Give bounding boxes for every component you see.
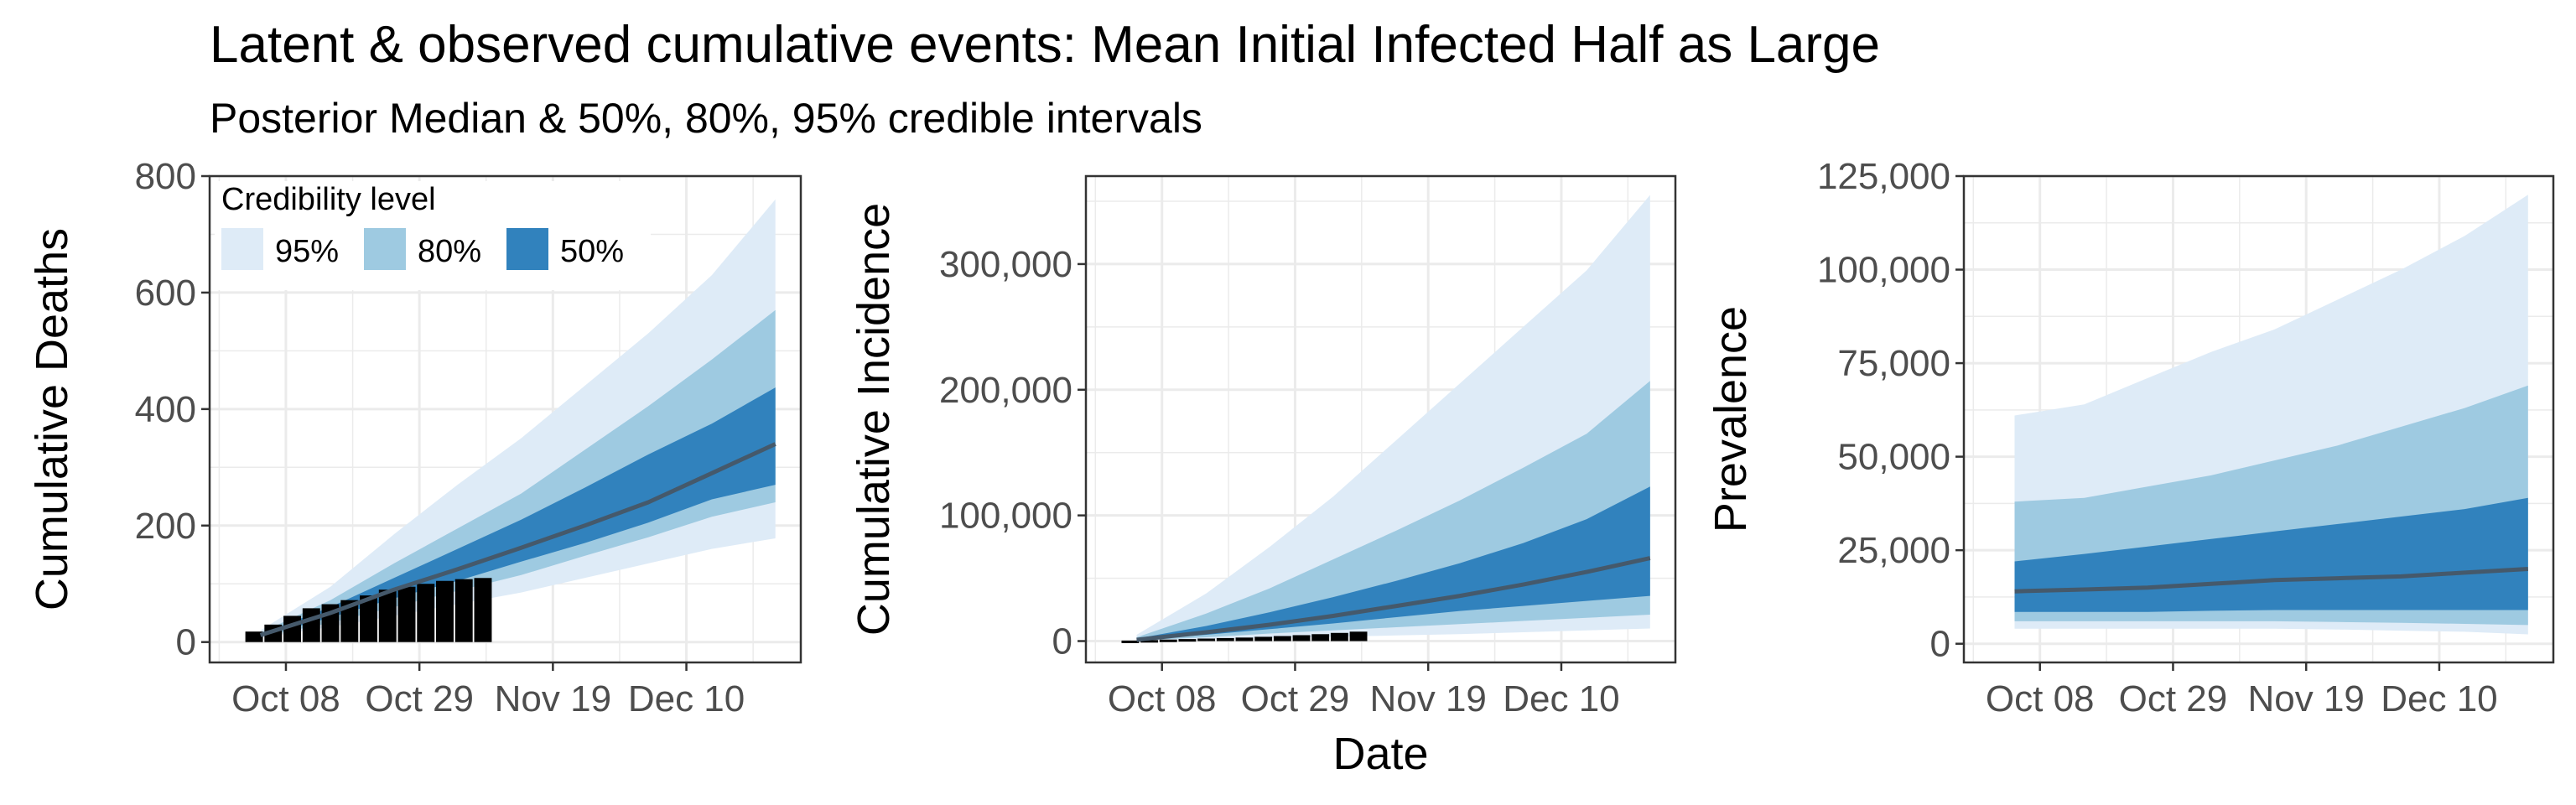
x-tick-label: Nov 19 [495, 678, 611, 719]
chart-subtitle: Posterior Median & 50%, 80%, 95% credibl… [210, 95, 1202, 142]
y-tick-label: 0 [1930, 624, 1950, 665]
legend-label: 50% [560, 234, 624, 269]
chart-title: Latent & observed cumulative events: Mea… [210, 16, 1881, 74]
legend-label: 95% [275, 234, 339, 269]
x-tick-label: Dec 10 [1503, 678, 1619, 719]
y-tick-label: 200,000 [939, 370, 1072, 411]
observed-bar [1349, 631, 1368, 641]
x-tick-label: Oct 08 [231, 678, 340, 719]
y-tick-label: 300,000 [939, 244, 1072, 285]
x-tick-label: Oct 29 [2119, 678, 2228, 719]
panel-1-border [208, 174, 802, 664]
observed-bar [1159, 639, 1177, 642]
x-tick-label: Oct 08 [1986, 678, 2095, 719]
legend-swatch-80 [364, 228, 406, 270]
y-tick-label: 600 [135, 273, 196, 314]
y-tick-label: 200 [135, 506, 196, 547]
observed-bar [1197, 638, 1216, 641]
legend-swatch-50 [506, 228, 548, 270]
median-line [259, 442, 776, 637]
observed-bar [302, 608, 320, 642]
observed-bar [378, 589, 397, 642]
band-50 [1136, 486, 1650, 641]
observed-bar [1311, 634, 1330, 641]
y-tick-label: 100,000 [939, 496, 1072, 537]
x-tick-label: Oct 08 [1108, 678, 1217, 719]
x-tick-label: Oct 29 [1241, 678, 1350, 719]
legend-label: 80% [418, 234, 481, 269]
observed-bar [1330, 632, 1348, 641]
y-tick-label: 0 [176, 622, 196, 663]
panel-2-border [1084, 174, 1677, 664]
x-tick-label: Nov 19 [1369, 678, 1486, 719]
y-tick-label: 50,000 [1837, 437, 1950, 478]
y-tick-label: 25,000 [1837, 530, 1950, 571]
median-line [2014, 567, 2528, 594]
y-tick-label: 400 [135, 389, 196, 430]
observed-bar [1254, 636, 1273, 641]
x-tick-label: Nov 19 [2247, 678, 2364, 719]
x-tick-label: Dec 10 [2381, 678, 2497, 719]
x-tick-label: Oct 29 [365, 678, 474, 719]
y-axis-title: Prevalence [1706, 306, 1756, 532]
observed-bar [360, 595, 377, 642]
observed-bar [436, 580, 454, 642]
observed-bar [417, 584, 435, 642]
legend-background [215, 181, 651, 290]
observed-bar [474, 578, 492, 642]
observed-bar [245, 631, 263, 642]
x-axis-title: Date [1332, 729, 1428, 779]
legend-title: Credibility level [221, 182, 436, 217]
y-tick-label: 800 [135, 156, 196, 197]
y-tick-label: 75,000 [1837, 343, 1950, 384]
observed-bar [1140, 640, 1159, 643]
observed-bar [454, 579, 473, 642]
x-tick-label: Dec 10 [628, 678, 745, 719]
y-tick-label: 100,000 [1817, 250, 1950, 291]
observed-bar [397, 586, 416, 642]
observed-bar [1273, 636, 1291, 641]
band-50 [260, 387, 776, 636]
observed-bar [1292, 635, 1311, 641]
median-line [1136, 556, 1651, 642]
observed-bar [1235, 637, 1254, 641]
y-tick-label: 0 [1052, 621, 1072, 662]
observed-bar [1216, 637, 1234, 641]
observed-bar [1121, 640, 1140, 643]
band-50 [2014, 497, 2528, 612]
panel-3-border [1962, 174, 2555, 664]
y-tick-label: 125,000 [1817, 156, 1950, 197]
legend-swatch-95 [221, 228, 263, 270]
y-axis-title: Cumulative Incidence [849, 203, 899, 636]
observed-bar [340, 600, 359, 642]
observed-bar [1178, 639, 1197, 642]
y-axis-title: Cumulative Deaths [27, 228, 77, 610]
